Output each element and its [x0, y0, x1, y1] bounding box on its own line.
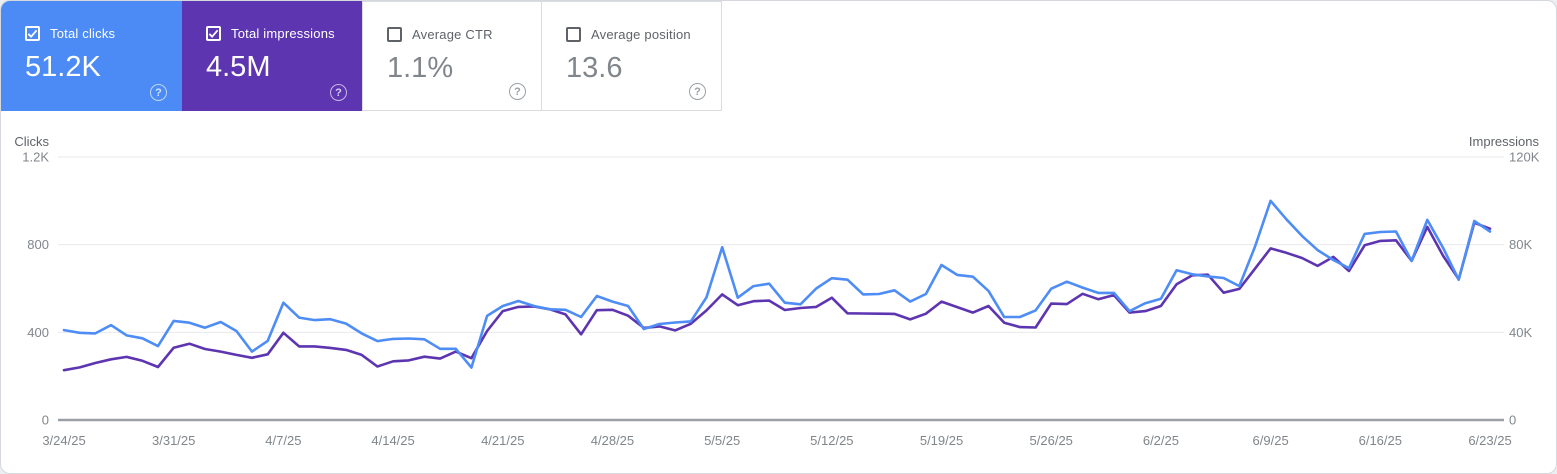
date-tick-label: 5/12/25: [810, 433, 853, 448]
left-axis-tick: 1.2K: [22, 150, 49, 165]
help-icon[interactable]: ?: [509, 83, 526, 100]
average-position-card[interactable]: Average position 13.6 ?: [541, 1, 722, 111]
help-icon[interactable]: ?: [330, 84, 347, 101]
date-tick-label: 3/24/25: [42, 433, 85, 448]
total-clicks-value: 51.2K: [25, 51, 101, 83]
left-axis-tick: 0: [42, 413, 49, 428]
left-axis-title: Clicks: [14, 134, 49, 149]
performance-chart[interactable]: 0 0 400 40K 800 80K 1.2K 120K Clicks Impressions 3…: [1, 111, 1557, 474]
right-axis-tick: 80K: [1509, 237, 1532, 252]
average-position-value: 13.6: [566, 52, 623, 84]
checkmark-icon: [27, 29, 38, 39]
average-ctr-checkbox[interactable]: [387, 27, 402, 42]
total-impressions-checkbox[interactable]: [206, 26, 221, 41]
date-tick-label: 6/2/25: [1143, 433, 1179, 448]
average-position-checkbox[interactable]: [566, 27, 581, 42]
date-tick-label: 6/9/25: [1253, 433, 1289, 448]
help-icon[interactable]: ?: [150, 84, 167, 101]
checkmark-icon: [208, 29, 219, 39]
date-tick-label: 5/19/25: [920, 433, 963, 448]
right-axis-title: Impressions: [1469, 134, 1540, 149]
date-tick-label: 6/23/25: [1468, 433, 1511, 448]
right-axis-tick: 0: [1509, 413, 1516, 428]
date-tick-label: 5/5/25: [704, 433, 740, 448]
total-clicks-checkbox[interactable]: [25, 26, 40, 41]
average-ctr-value: 1.1%: [387, 52, 454, 84]
date-tick-label: 4/28/25: [591, 433, 634, 448]
card-label: Average CTR: [412, 27, 493, 42]
date-tick-label: 6/16/25: [1359, 433, 1402, 448]
right-axis-tick: 120K: [1509, 150, 1540, 165]
clicks-line: [62, 199, 1492, 369]
date-tick-label: 3/31/25: [152, 433, 195, 448]
date-tick-label: 4/7/25: [265, 433, 301, 448]
card-label: Total impressions: [231, 26, 335, 41]
date-tick-label: 5/26/25: [1030, 433, 1073, 448]
card-label: Average position: [591, 27, 691, 42]
right-axis-tick: 40K: [1509, 325, 1532, 340]
left-axis-tick: 400: [27, 325, 49, 340]
card-label: Total clicks: [50, 26, 116, 41]
total-impressions-value: 4.5M: [206, 51, 271, 83]
date-tick-label: 4/14/25: [371, 433, 414, 448]
date-tick-label: 4/21/25: [481, 433, 524, 448]
help-icon[interactable]: ?: [689, 83, 706, 100]
average-ctr-card[interactable]: Average CTR 1.1% ?: [362, 1, 542, 111]
total-clicks-card[interactable]: Total clicks 51.2K ?: [1, 1, 182, 111]
impressions-line: [62, 221, 1492, 372]
total-impressions-card[interactable]: Total impressions 4.5M ?: [182, 1, 362, 111]
left-axis-tick: 800: [27, 237, 49, 252]
